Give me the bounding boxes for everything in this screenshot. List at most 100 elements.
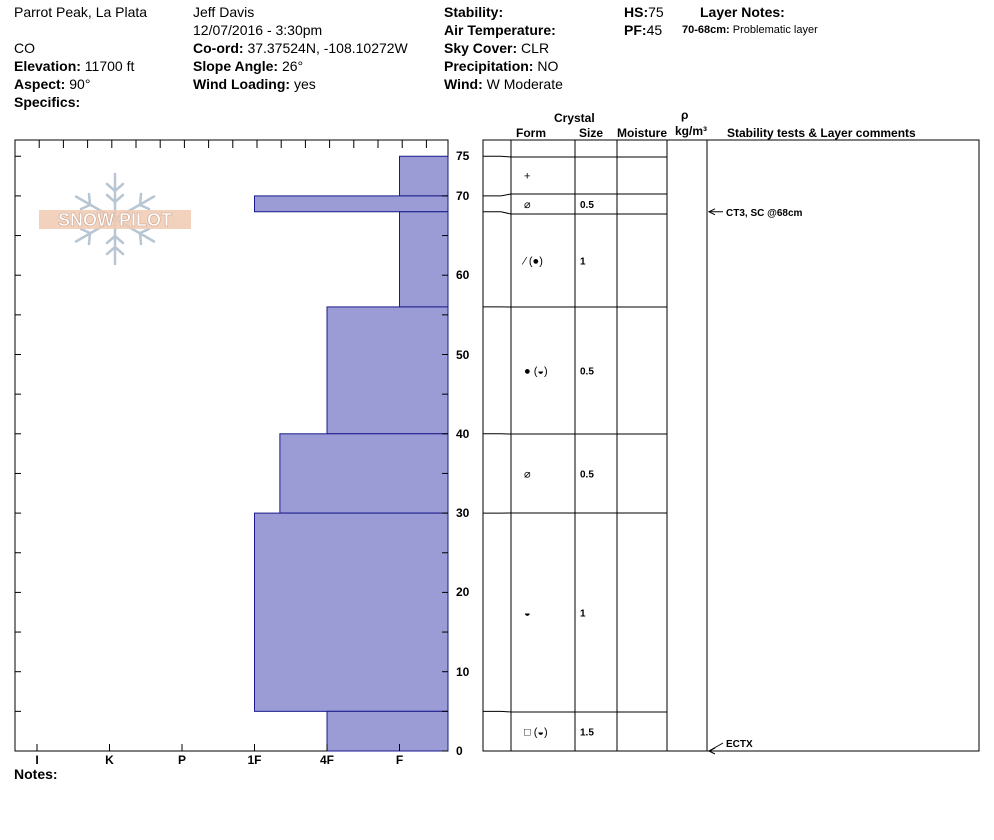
crystal-form-symbol: ◒ [524, 608, 531, 620]
elevation-label: Elevation: [14, 58, 81, 74]
hardness-tick-label: I [35, 753, 39, 767]
coord-label: Co-ord: [193, 40, 244, 56]
aspect-value: 90° [69, 76, 91, 92]
stability-tests: CT3, SC @68cm ECTX [707, 208, 803, 755]
hardness-bar [326, 710, 449, 752]
crystal-size: 0.5 [580, 200, 594, 211]
sky-cover: Sky Cover: CLR [444, 40, 549, 57]
layer-note: 70-68cm: Problematic layer [682, 24, 818, 36]
arrow-icon [707, 208, 716, 216]
air-temp-label: Air Temperature: [444, 22, 556, 38]
slope-value: 26° [281, 58, 304, 74]
precipitation: Precipitation: NO [444, 58, 558, 75]
depth-link [500, 155, 512, 158]
slope-label: Slope Angle: [193, 58, 279, 74]
depth-tick-label: 0 [456, 744, 463, 758]
specifics-label: Specifics: [14, 94, 81, 110]
sky-value: CLR [521, 40, 550, 56]
elevation-value: 11700 ft [84, 58, 135, 74]
pf: PF:45 [624, 22, 662, 39]
hardness-bar [279, 433, 449, 514]
hardness-bar [254, 195, 449, 213]
hs: HS:75 [624, 4, 664, 21]
depth-tick-label: 30 [456, 506, 470, 521]
stability-test-label: ECTX [726, 739, 753, 750]
depth-link [500, 211, 512, 215]
depth-tick-label: 20 [456, 585, 470, 600]
coordinates: Co-ord: 37.37524N, -108.10272W [193, 40, 408, 57]
hardness-tick-label: F [395, 753, 404, 767]
hs-label: HS: [624, 4, 649, 20]
crystal-form-symbol: ⌀ [524, 199, 531, 211]
aspect: Aspect: 90° [14, 76, 90, 93]
hardness-top-ticks [14, 140, 427, 751]
logo-text: SNOW PILOT [58, 210, 172, 230]
crystal-size: 1 [580, 257, 586, 268]
hardness-bar [326, 306, 449, 435]
slope-angle: Slope Angle: 26° [193, 58, 303, 75]
form-header: Form [516, 126, 546, 140]
location: Parrot Peak, La Plata [14, 4, 148, 20]
layer-table-lines [483, 140, 708, 752]
arrow-icon [707, 747, 716, 755]
crystal-size: 0.5 [580, 367, 594, 378]
wind-loading: Wind Loading: yes [193, 76, 316, 93]
hs-value: 75 [648, 4, 664, 20]
snow-pilot-logo: SNOW PILOT [39, 172, 191, 266]
depth-tick-label: 60 [456, 268, 470, 283]
depth-tick-label: 50 [456, 347, 470, 362]
depth-link [500, 193, 512, 197]
layer-note-range: 70-68cm: [682, 24, 730, 36]
depth-tick-label: 10 [456, 664, 470, 679]
hardness-bar [399, 155, 449, 197]
depth-tick-label: 70 [456, 188, 470, 203]
state: CO [14, 40, 35, 56]
stability-label: Stability: [444, 4, 504, 20]
moisture-header: Moisture [617, 126, 668, 140]
hardness-tick-label: 4F [319, 753, 335, 767]
precip-value: NO [537, 58, 559, 74]
notes-label: Notes: [14, 766, 58, 782]
crystal-form-symbol: ● (◒) [524, 366, 548, 378]
crystal-size: 0.5 [580, 470, 594, 481]
layer-note-text: Problematic layer [732, 24, 818, 36]
elevation: Elevation: 11700 ft [14, 58, 134, 75]
rho-header: ρ [681, 108, 689, 122]
pf-label: PF: [624, 22, 647, 38]
hardness-bar [254, 512, 449, 712]
crystal-form-symbol: □ (◒) [524, 727, 548, 739]
wind-value: W Moderate [486, 76, 563, 92]
depth-tick-label: 40 [456, 426, 470, 441]
pf-value: 45 [646, 22, 663, 38]
observer: Jeff Davis [193, 4, 255, 20]
crystal-form-symbol: ∕ (●) [521, 256, 543, 268]
depth-left-ticks [15, 155, 448, 752]
hardness-tick-label: 1F [247, 753, 262, 767]
sky-label: Sky Cover: [444, 40, 518, 56]
precip-label: Precipitation: [444, 58, 534, 74]
size-header: Size [579, 126, 604, 140]
crystal-header: Crystal [554, 111, 595, 125]
comments-header: Stability tests & Layer comments [727, 126, 916, 140]
wind-label: Wind: [444, 76, 483, 92]
crystal-size: 1.5 [580, 728, 594, 739]
layer-notes-label: Layer Notes: [700, 4, 785, 20]
crystal-size: 1 [580, 609, 586, 620]
aspect-label: Aspect: [14, 76, 66, 92]
wind-loading-label: Wind Loading: [193, 76, 291, 92]
coord-value: 37.37524N, -108.10272W [247, 40, 408, 56]
layer-table-text: + ⌀ 0.5 ∕ (●) 1 ● (◒) 0.5 ⌀ 0.5 ◒ 1 □ (◒) 1.5 [521, 171, 594, 739]
crystal-form-symbol: + [524, 171, 530, 183]
hardness-bars [254, 155, 449, 752]
depth-link [500, 710, 512, 713]
wind: Wind: W Moderate [444, 76, 563, 93]
datetime: 12/07/2016 - 3:30pm [193, 22, 323, 38]
depth-tick-label: 75 [456, 149, 470, 164]
stability-test-label: CT3, SC @68cm [726, 208, 803, 219]
crystal-form-symbol: ⌀ [524, 469, 531, 481]
hardness-tick-label: K [105, 753, 114, 767]
layer-table-frame [482, 139, 980, 752]
wind-loading-value: yes [293, 76, 316, 92]
density-unit-header: kg/m³ [675, 124, 708, 138]
